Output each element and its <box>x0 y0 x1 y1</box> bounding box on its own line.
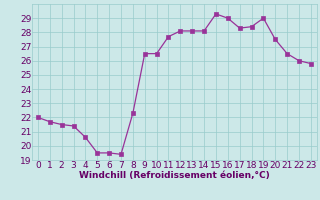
X-axis label: Windchill (Refroidissement éolien,°C): Windchill (Refroidissement éolien,°C) <box>79 171 270 180</box>
